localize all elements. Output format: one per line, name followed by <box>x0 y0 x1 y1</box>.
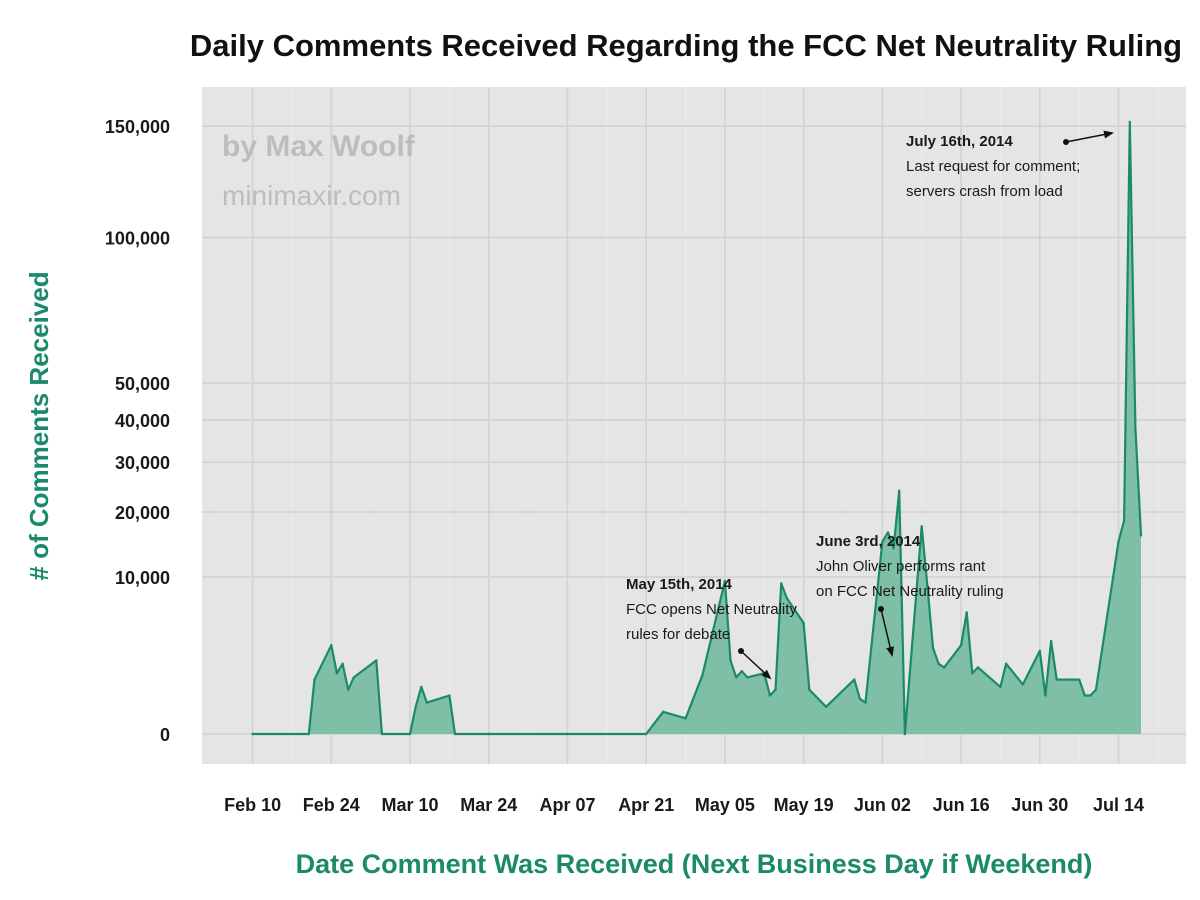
x-tick-label: Mar 24 <box>460 795 517 815</box>
data-point <box>780 582 782 584</box>
y-axis-label: # of Comments Received <box>24 271 54 580</box>
data-point <box>977 666 979 668</box>
chart-title: Daily Comments Received Regarding the FC… <box>190 28 1182 63</box>
data-point <box>943 666 945 668</box>
y-tick-label: 150,000 <box>105 117 170 137</box>
data-point <box>1005 663 1007 665</box>
y-axis-ticks: 0 10,000 20,000 30,000 40,000 50,000 100,000 15… <box>105 117 170 745</box>
data-point <box>566 733 568 735</box>
data-point <box>1050 640 1052 642</box>
data-point <box>729 659 731 661</box>
y-tick-label: 40,000 <box>115 411 170 431</box>
x-tick-label: Jun 16 <box>933 795 990 815</box>
data-point <box>454 733 456 735</box>
y-tick-label: 30,000 <box>115 453 170 473</box>
data-point <box>1123 519 1125 521</box>
data-point <box>898 490 900 492</box>
annotation-text: servers crash from load <box>906 183 1063 200</box>
data-point <box>1044 694 1046 696</box>
annotation-text: rules for debate <box>626 626 730 643</box>
annotation-heading: June 3rd, 2014 <box>816 533 921 550</box>
x-tick-label: Feb 24 <box>303 795 360 815</box>
annotation-heading: May 15th, 2014 <box>626 576 733 593</box>
data-point <box>409 733 411 735</box>
data-point <box>1095 688 1097 690</box>
annotation-text: Last request for comment; <box>906 158 1080 175</box>
data-point <box>735 676 737 678</box>
x-tick-label: May 05 <box>695 795 755 815</box>
x-tick-label: Feb 10 <box>224 795 281 815</box>
data-point <box>971 672 973 674</box>
x-tick-label: Apr 21 <box>618 795 674 815</box>
data-point <box>904 733 906 735</box>
data-point <box>1134 427 1136 429</box>
x-tick-label: Apr 07 <box>539 795 595 815</box>
data-point <box>347 688 349 690</box>
x-axis-ticks: Feb 10 Feb 24 Mar 10 Mar 24 Apr 07 Apr 21 May … <box>224 795 1144 815</box>
data-point <box>308 733 310 735</box>
data-point <box>859 698 861 700</box>
annotation-heading: July 16th, 2014 <box>906 133 1013 150</box>
y-tick-label: 0 <box>160 725 170 745</box>
data-point <box>684 717 686 719</box>
data-point <box>1089 694 1091 696</box>
data-point <box>313 678 315 680</box>
watermark-site: minimaxir.com <box>222 180 401 211</box>
data-point <box>448 694 450 696</box>
x-tick-label: Jun 02 <box>854 795 911 815</box>
data-point <box>420 686 422 688</box>
y-tick-label: 100,000 <box>105 229 170 249</box>
data-point <box>645 733 647 735</box>
data-point <box>960 644 962 646</box>
data-point <box>966 611 968 613</box>
data-point <box>1129 121 1131 123</box>
data-point <box>251 733 253 735</box>
data-point <box>937 663 939 665</box>
data-point <box>853 678 855 680</box>
data-point <box>746 676 748 678</box>
data-point <box>1022 683 1024 685</box>
data-point <box>488 733 490 735</box>
data-point <box>1140 534 1142 536</box>
annotation-text: John Oliver performs rant <box>816 558 986 575</box>
data-point <box>381 733 383 735</box>
data-point <box>426 701 428 703</box>
data-point <box>1084 694 1086 696</box>
y-tick-label: 10,000 <box>115 568 170 588</box>
data-point <box>774 688 776 690</box>
y-tick-label: 50,000 <box>115 374 170 394</box>
data-point <box>999 686 1001 688</box>
data-point <box>802 622 804 624</box>
data-point <box>1056 678 1058 680</box>
data-point <box>786 597 788 599</box>
data-point <box>375 659 377 661</box>
watermark-author: by Max Woolf <box>222 130 416 163</box>
data-point <box>341 663 343 665</box>
data-point <box>769 694 771 696</box>
annotation-text: on FCC Net Neutrality ruling <box>816 583 1004 600</box>
data-point <box>932 647 934 649</box>
data-point <box>330 644 332 646</box>
data-point <box>1117 541 1119 543</box>
data-point <box>921 525 923 527</box>
data-point <box>864 701 866 703</box>
data-point <box>415 706 417 708</box>
data-point <box>353 676 355 678</box>
x-tick-label: Jul 14 <box>1093 795 1144 815</box>
data-point <box>701 674 703 676</box>
data-point <box>1078 678 1080 680</box>
x-axis-label: Date Comment Was Received (Next Business… <box>296 849 1093 879</box>
x-tick-label: May 19 <box>774 795 834 815</box>
x-tick-label: Mar 10 <box>382 795 439 815</box>
y-tick-label: 20,000 <box>115 503 170 523</box>
data-point <box>825 706 827 708</box>
x-tick-label: Jun 30 <box>1011 795 1068 815</box>
data-point <box>1039 650 1041 652</box>
data-point <box>808 688 810 690</box>
data-point <box>662 711 664 713</box>
data-point <box>741 670 743 672</box>
annotation-text: FCC opens Net Neutrality <box>626 601 797 618</box>
data-point <box>336 672 338 674</box>
